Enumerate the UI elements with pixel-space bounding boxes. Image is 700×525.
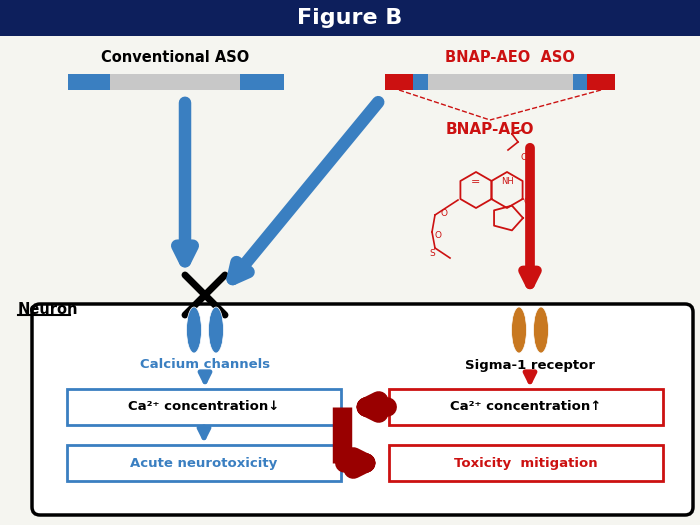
Text: Conventional ASO: Conventional ASO xyxy=(101,50,249,66)
Text: Calcium channels: Calcium channels xyxy=(140,359,270,372)
Bar xyxy=(385,74,615,90)
Text: NH: NH xyxy=(500,177,513,186)
Text: Sigma-1 receptor: Sigma-1 receptor xyxy=(465,359,595,372)
Ellipse shape xyxy=(186,307,202,353)
Bar xyxy=(110,74,240,90)
Ellipse shape xyxy=(209,307,223,353)
Text: Figure B: Figure B xyxy=(298,8,402,28)
Bar xyxy=(587,74,615,90)
Text: S: S xyxy=(429,249,435,258)
Text: Toxicity  mitigation: Toxicity mitigation xyxy=(454,457,598,469)
Text: O: O xyxy=(524,197,531,206)
Bar xyxy=(0,0,700,36)
Text: Ca²⁺ concentration↓: Ca²⁺ concentration↓ xyxy=(128,401,280,414)
FancyBboxPatch shape xyxy=(67,445,341,481)
Text: O: O xyxy=(435,232,442,240)
FancyBboxPatch shape xyxy=(389,445,663,481)
FancyBboxPatch shape xyxy=(67,389,341,425)
Bar xyxy=(428,74,573,90)
Ellipse shape xyxy=(533,307,549,353)
Text: O: O xyxy=(521,153,528,163)
FancyBboxPatch shape xyxy=(32,304,693,515)
FancyBboxPatch shape xyxy=(389,389,663,425)
Text: BNAP-AEO  ASO: BNAP-AEO ASO xyxy=(445,50,575,66)
Text: Neuron: Neuron xyxy=(18,302,78,318)
Ellipse shape xyxy=(512,307,526,353)
Text: O: O xyxy=(440,208,447,217)
Text: Ca²⁺ concentration↑: Ca²⁺ concentration↑ xyxy=(450,401,602,414)
Text: BNAP-AEO: BNAP-AEO xyxy=(446,122,534,138)
Bar xyxy=(68,74,284,90)
Text: =: = xyxy=(471,177,481,187)
Text: Acute neurotoxicity: Acute neurotoxicity xyxy=(130,457,278,469)
Bar xyxy=(385,74,413,90)
